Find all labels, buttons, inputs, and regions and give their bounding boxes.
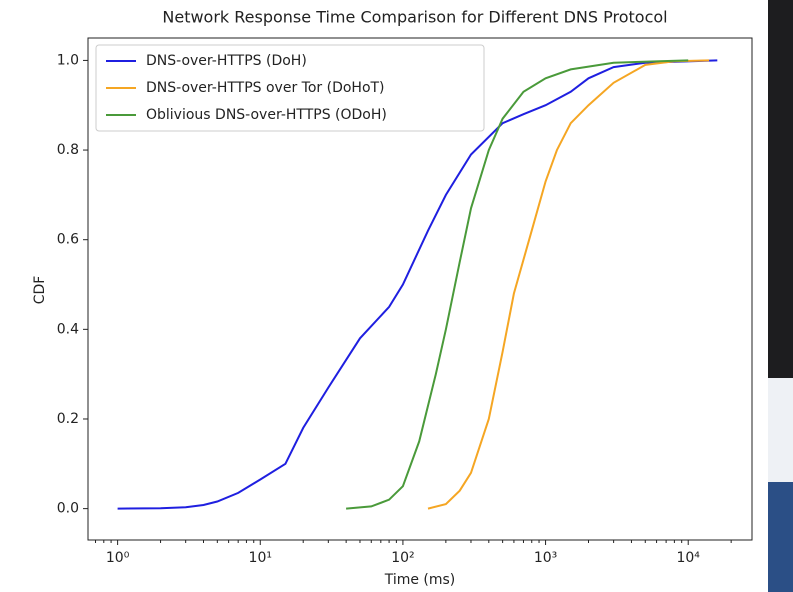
legend-box [95, 44, 485, 132]
x-tick-label: 10¹ [249, 550, 272, 566]
x-axis-label: Time (ms) [384, 572, 456, 588]
side-panel [768, 0, 793, 378]
line-series [346, 59, 689, 510]
chart-title: Network Response Time Comparison for Dif… [162, 8, 667, 27]
side-panel-blue [768, 482, 793, 592]
y-axis-label: CDF [32, 276, 48, 305]
y-tick-label: 0.0 [57, 501, 79, 517]
y-tick-label: 0.2 [57, 411, 79, 427]
legend-label: Oblivious DNS-over-HTTPS (ODoH) [146, 107, 387, 123]
plot-frame [87, 37, 753, 541]
legend-label: DNS-over-HTTPS over Tor (DoHoT) [146, 80, 385, 96]
x-tick-label: 10² [391, 550, 414, 566]
x-tick-label: 10⁰ [106, 550, 130, 566]
y-tick-label: 0.4 [57, 321, 79, 337]
line-series [427, 59, 710, 510]
y-tick-label: 1.0 [57, 52, 79, 68]
line-series [117, 59, 718, 510]
x-tick-label: 10⁴ [676, 550, 700, 566]
y-tick-label: 0.8 [57, 142, 79, 158]
side-panel-light [768, 378, 793, 482]
y-tick-label: 0.6 [57, 232, 79, 248]
legend-label: DNS-over-HTTPS (DoH) [146, 53, 307, 69]
x-tick-label: 10³ [534, 550, 557, 566]
